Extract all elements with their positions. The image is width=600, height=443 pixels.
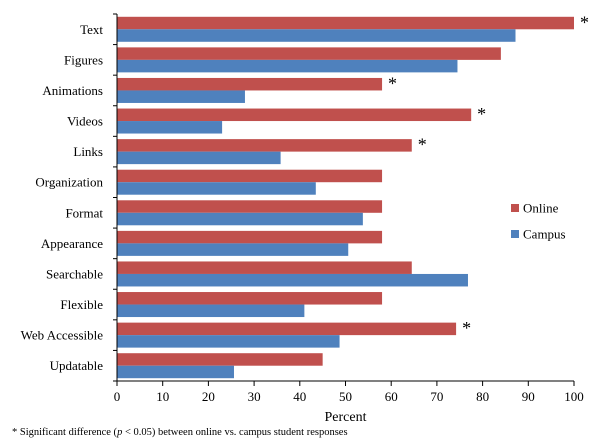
category-label-searchable: Searchable (46, 266, 103, 281)
significance-marker-videos: * (477, 104, 486, 124)
x-axis-title: Percent (325, 410, 367, 425)
category-label-organization: Organization (35, 175, 103, 190)
category-label-appearance: Appearance (41, 236, 103, 251)
bar-online-animations (117, 77, 383, 91)
x-tick-label-0: 0 (114, 389, 121, 404)
significance-marker-links: * (418, 135, 427, 155)
category-label-links: Links (73, 144, 103, 159)
x-tick-label-80: 80 (476, 389, 489, 404)
x-tick-label-60: 60 (385, 389, 398, 404)
significance-marker-text: * (580, 12, 589, 32)
bar-online-flexible (117, 292, 383, 305)
bar-campus-web-accessible (117, 335, 340, 348)
bar-online-searchable (117, 261, 412, 274)
bar-campus-appearance (117, 243, 349, 256)
bar-campus-figures (117, 59, 458, 73)
bar-campus-format (117, 212, 363, 226)
footnote-text-start: * Significant difference ( (12, 427, 118, 438)
legend: Online Campus (511, 201, 566, 242)
category-label-text: Text (80, 22, 103, 37)
footnote-p-symbol: p (117, 427, 123, 438)
bar-online-videos (117, 108, 472, 122)
x-tick-label-10: 10 (156, 389, 169, 404)
x-tick-label-30: 30 (248, 389, 261, 404)
legend-swatch-online (511, 204, 519, 212)
category-label-web-accessible: Web Accessible (21, 328, 104, 343)
category-label-animations: Animations (42, 83, 103, 98)
bar-online-organization (117, 169, 383, 183)
bar-online-links (117, 139, 412, 152)
x-axis: 0 10 20 30 40 50 60 70 80 90 100 (113, 13, 584, 404)
x-tick-label-70: 70 (430, 389, 443, 404)
category-label-figures: Figures (64, 52, 103, 67)
category-label-flexible: Flexible (60, 297, 103, 312)
category-label-videos: Videos (67, 114, 103, 129)
bar-online-appearance (117, 230, 383, 244)
category-labels: Text Figures Animations Videos Links Organiza… (21, 22, 104, 373)
bar-online-figures (117, 47, 501, 60)
bar-campus-flexible (117, 304, 305, 318)
significance-marker-web-accessible: * (462, 318, 471, 338)
bar-campus-videos (117, 121, 223, 134)
bar-campus-searchable (117, 273, 468, 287)
x-tick-label-20: 20 (202, 389, 215, 404)
bar-campus-text (117, 29, 516, 42)
x-tick-label-40: 40 (293, 389, 306, 404)
footnote-text-end: < 0.05) between online vs. campus studen… (122, 427, 348, 438)
significance-marker-animations: * (388, 73, 397, 93)
bars-layer (117, 16, 574, 379)
bar-online-web-accessible (117, 322, 457, 336)
legend-label-campus: Campus (523, 227, 566, 242)
x-tick-label-90: 90 (522, 389, 535, 404)
x-tick-label-100: 100 (564, 389, 584, 404)
bar-online-text (117, 16, 574, 30)
significance-markers: * * * * * (388, 12, 589, 338)
legend-swatch-campus (511, 230, 519, 238)
bar-online-updatable (117, 353, 323, 366)
category-label-format: Format (65, 205, 103, 220)
bar-campus-animations (117, 90, 245, 103)
x-tick-label-50: 50 (339, 389, 352, 404)
legend-label-online: Online (523, 201, 559, 216)
footnote: * Significant difference (p < 0.05) betw… (12, 427, 348, 438)
bar-campus-updatable (117, 365, 234, 379)
bar-campus-organization (117, 182, 316, 195)
bar-campus-links (117, 151, 281, 165)
bar-online-format (117, 200, 383, 213)
category-label-updatable: Updatable (50, 358, 104, 373)
